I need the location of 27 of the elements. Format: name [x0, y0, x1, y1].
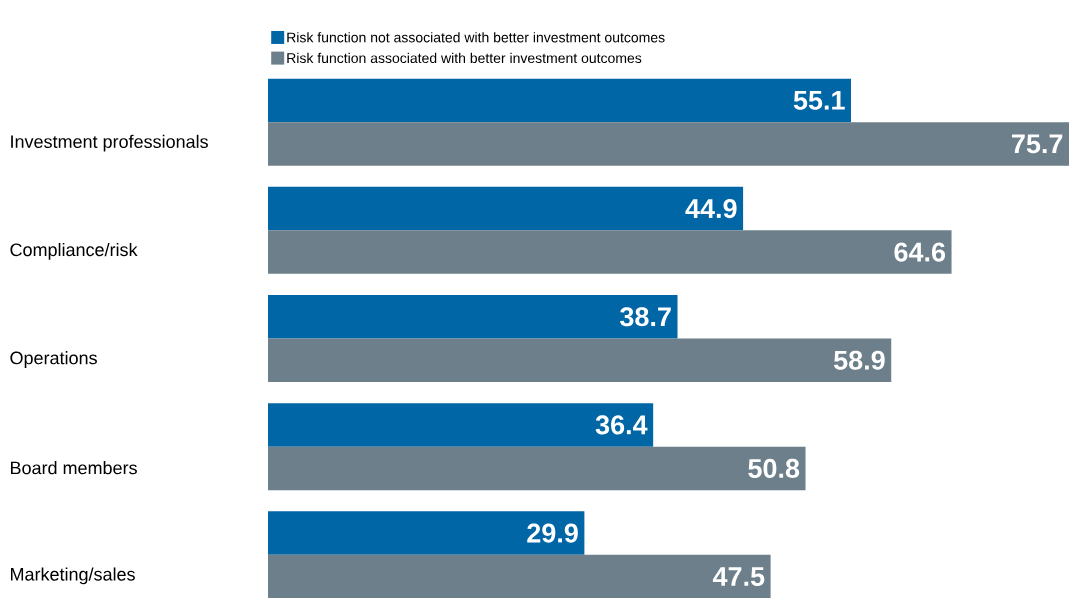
y-tick-label: Board members	[11, 461, 137, 475]
data-label: 38.7	[620, 307, 671, 327]
data-label: 55.1	[793, 90, 845, 110]
data-label: 64.6	[894, 242, 946, 262]
y-tick-label: Operations	[10, 351, 97, 368]
bar	[268, 122, 1069, 166]
data-label: 36.4	[595, 415, 648, 435]
data-label: 75.7	[1012, 134, 1063, 154]
legend-label: Risk function not associated with better investment outcomes	[287, 32, 665, 43]
y-tick-label: Marketing/sales	[11, 567, 135, 585]
data-label: 58.9	[833, 350, 885, 370]
bar	[268, 295, 678, 339]
data-label: 29.9	[527, 523, 578, 543]
bar	[268, 511, 585, 555]
y-tick-label: Compliance/risk	[10, 242, 138, 260]
bar	[268, 403, 654, 447]
data-label: 47.5	[712, 567, 765, 587]
bar	[268, 78, 852, 123]
y-tick-label: Investment professionals	[11, 134, 208, 152]
bar	[268, 446, 806, 491]
bar	[268, 554, 771, 598]
bar	[268, 230, 952, 274]
data-label: 50.8	[748, 458, 800, 478]
bar	[268, 186, 744, 231]
data-label: 44.9	[685, 199, 737, 219]
legend-label: Risk function associated with better investment outcomes	[287, 52, 642, 64]
bar	[268, 338, 892, 383]
